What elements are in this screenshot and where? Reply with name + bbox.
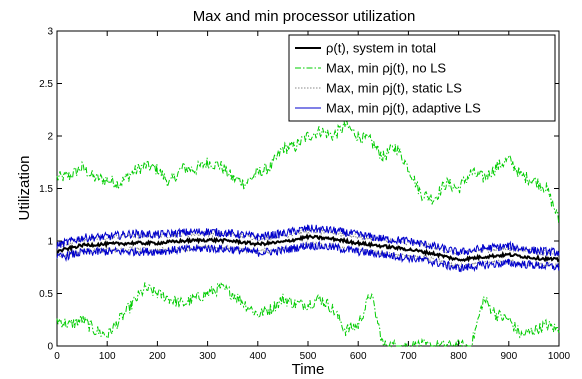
legend-label: Max, min ρj(t), adaptive LS — [326, 101, 481, 116]
x-axis-title: Time — [292, 361, 325, 378]
series-line-0-max — [56, 232, 560, 263]
series-line-1-min — [56, 282, 560, 348]
x-tick-label: 1000 — [548, 351, 571, 362]
y-tick-label: 2.5 — [39, 79, 53, 90]
legend-box — [288, 34, 556, 122]
axes-layer: 0 100 200 300 400 500 600 700 800 900 1000 0 0.5 1 1.5… — [39, 27, 570, 363]
y-tick-label: 2 — [47, 132, 53, 143]
series-line-3-min — [56, 240, 560, 273]
legend-label: Max, min ρj(t), no LS — [326, 61, 446, 76]
x-tick-label: 600 — [350, 351, 367, 362]
legend: ρ(t), system in total Max, min ρj(t), no … — [288, 34, 556, 122]
y-axis-title: Utilization — [16, 155, 33, 220]
series-layer — [56, 120, 560, 348]
y-tick-label: 3 — [47, 27, 53, 38]
x-tick-label: 400 — [249, 351, 266, 362]
series-1 — [56, 120, 560, 348]
x-tick-label: 700 — [400, 351, 417, 362]
series-3 — [56, 224, 560, 273]
legend-label: Max, min ρj(t), static LS — [326, 81, 462, 96]
series-line-2-min — [56, 241, 560, 269]
x-tick-label: 200 — [149, 351, 166, 362]
chart-title: Max and min processor utilization — [193, 8, 416, 25]
y-tick-label: 0 — [47, 342, 53, 353]
series-2 — [56, 227, 560, 269]
y-tick-label: 1.5 — [39, 184, 53, 195]
x-tick-label: 100 — [99, 351, 116, 362]
y-tick-label: 0.5 — [39, 289, 53, 300]
series-line-1-max — [56, 120, 560, 223]
series-0 — [56, 232, 560, 263]
y-tick-label: 1 — [47, 237, 53, 248]
series-line-3-max — [56, 224, 560, 257]
series-line-2-max — [56, 227, 560, 258]
x-tick-label: 0 — [54, 351, 60, 362]
legend-label: ρ(t), system in total — [326, 41, 436, 56]
x-tick-label: 500 — [300, 351, 317, 362]
x-tick-label: 900 — [500, 351, 517, 362]
x-tick-label: 300 — [199, 351, 216, 362]
x-tick-label: 800 — [450, 351, 467, 362]
